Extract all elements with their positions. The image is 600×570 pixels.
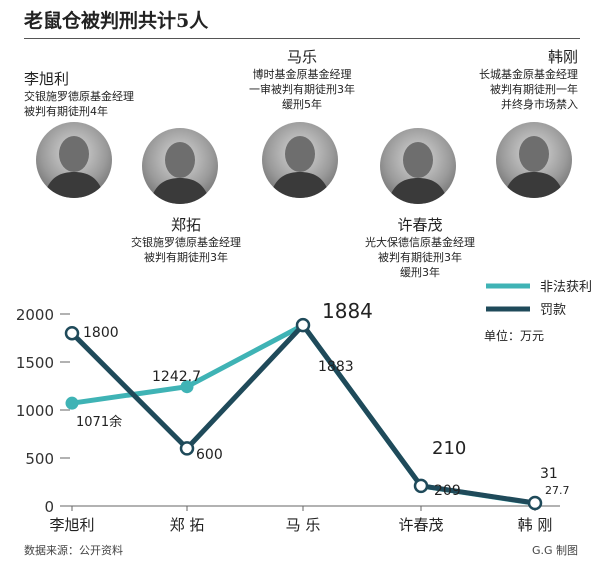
person-name: 郑拓 [170,216,201,234]
person-name: 马乐 [286,48,317,66]
legend-label: 非法获利 [540,280,592,295]
y-tick-label: 500 [25,450,54,468]
person-name: 许春茂 [397,216,443,234]
data-label: 210 [432,438,466,459]
x-tick-label: 许春茂 [398,516,443,534]
portrait-photo [142,128,218,204]
person-role: 长城基金原基金经理 [479,68,578,81]
series-line [70,322,536,506]
person-caption-5: 韩刚 长城基金原基金经理 被判有期徒刑一年 并终身市场禁入 [479,48,578,112]
portrait-photo [496,122,572,198]
data-label: 1883 [318,359,354,375]
x-tick-label: 韩 刚 [518,516,553,534]
portrait-photo [262,122,338,198]
data-label: 1071余 [76,414,122,430]
person-caption-3: 马乐 博时基金原基金经理 一审被判有期徒刑3年 缓刑5年 [249,48,355,112]
portrait-photo [380,128,456,204]
data-point [527,495,543,511]
person-probation: 缓刑3年 [400,266,440,279]
data-point [179,441,195,456]
y-tick-label: 1000 [16,402,54,420]
data-point [413,478,429,494]
data-label: 209 [434,483,461,499]
person-ban: 并终身市场禁入 [501,98,578,111]
person-sentence: 被判有期徒刑一年 [490,83,578,96]
data-label: 1242.7 [152,369,201,385]
data-label: 31 [540,466,558,482]
y-tick-label: 0 [44,498,54,516]
chart-title: 老鼠仓被判刑共计5人 [24,10,209,32]
data-label: 27.7 [545,484,570,497]
data-point [295,317,311,333]
person-role: 交银施罗德原基金经理 [24,90,134,103]
person-role: 光大保德信原基金经理 [365,236,475,249]
person-probation: 缓刑5年 [282,98,322,111]
x-tick-label: 郑 拓 [170,516,205,534]
series-line [71,322,536,506]
person-name: 韩刚 [547,48,578,66]
data-label: 1884 [322,299,373,323]
person-name: 李旭利 [24,70,70,88]
person-sentence: 被判有期徒刑3年 [144,251,228,264]
chart-credit: G.G 制图 [531,544,578,557]
x-tick-label: 李旭利 [49,516,94,534]
person-sentence: 一审被判有期徒刑3年 [249,83,355,96]
y-tick-label: 2000 [16,306,54,324]
data-source: 数据来源：公开资料 [24,544,123,557]
person-sentence: 被判有期徒刑3年 [378,251,462,264]
data-point [65,396,79,410]
person-role: 交银施罗德原基金经理 [131,236,241,249]
y-tick-label: 1500 [16,354,54,372]
data-label: 1800 [83,325,119,341]
person-caption-1: 李旭利 交银施罗德原基金经理 被判有期徒刑4年 [24,70,134,119]
data-label: 600 [196,447,223,463]
data-point [64,325,80,341]
unit-label: 单位：万元 [484,328,544,343]
portrait-photo [36,122,112,198]
x-tick-label: 马 乐 [286,516,321,534]
person-sentence: 被判有期徒刑4年 [24,105,108,118]
title-divider [24,38,580,39]
person-role: 博时基金原基金经理 [252,68,352,81]
person-caption-2: 郑拓 交银施罗德原基金经理 被判有期徒刑3年 [131,216,241,265]
person-caption-4: 许春茂 光大保德信原基金经理 被判有期徒刑3年 缓刑3年 [365,216,475,280]
data-point [180,380,194,394]
legend-label: 罚款 [540,303,566,318]
